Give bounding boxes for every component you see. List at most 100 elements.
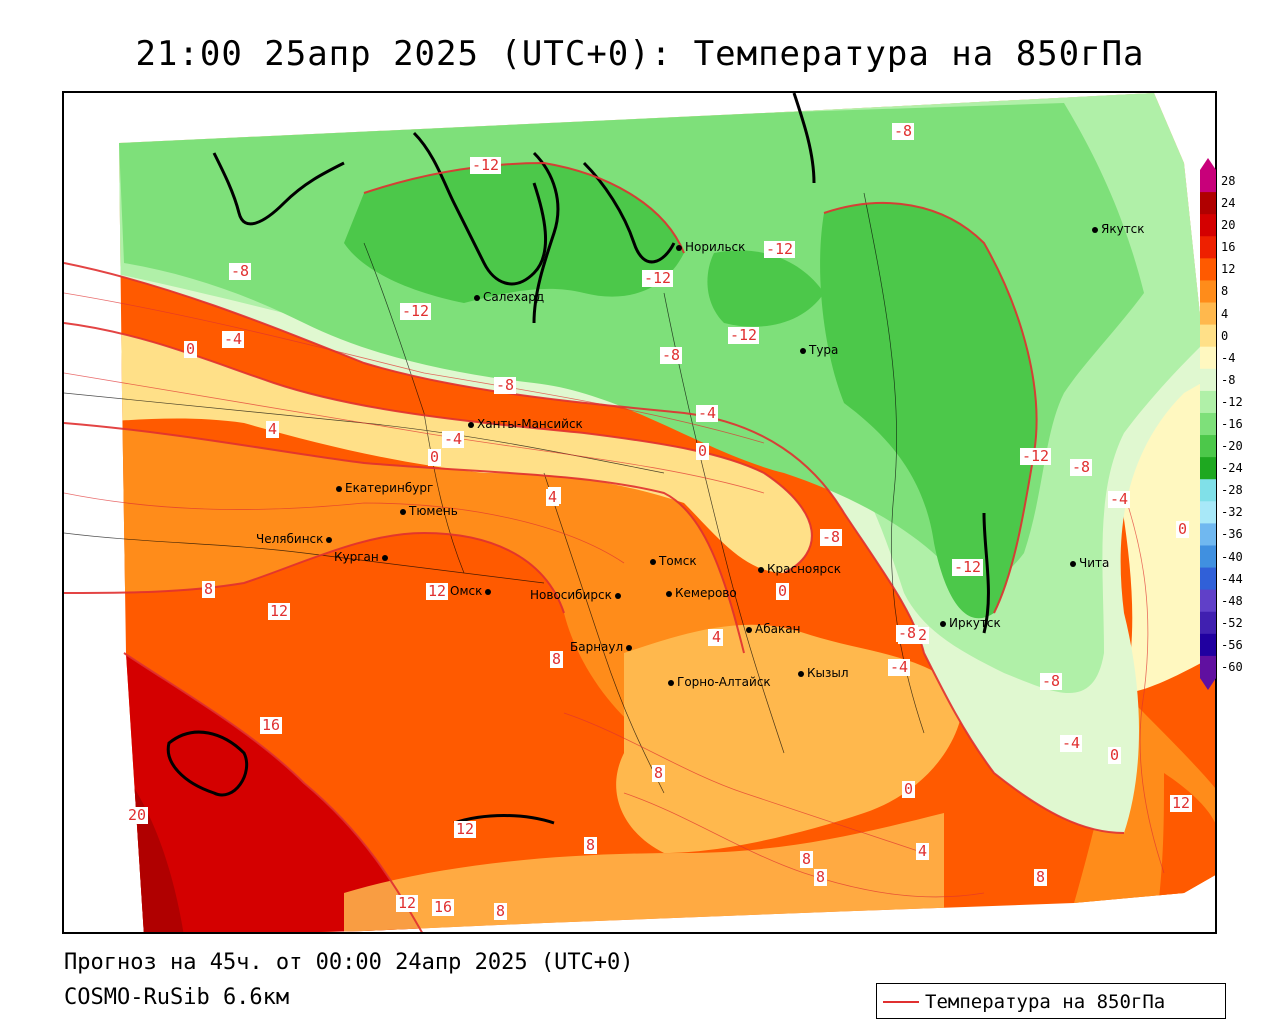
isotherm-label: 16 xyxy=(432,898,455,916)
colorbar-swatch xyxy=(1200,479,1216,502)
colorbar-tick-label: -20 xyxy=(1221,439,1243,454)
colorbar-tick-label: -52 xyxy=(1221,615,1243,630)
colorbar-swatch xyxy=(1200,236,1216,259)
isotherm-label: 8 xyxy=(814,868,828,886)
isotherm-label: 12 xyxy=(426,582,449,600)
isotherm-label: 0 xyxy=(696,442,710,460)
colorbar-top-arrow xyxy=(1200,158,1216,170)
coastlines xyxy=(166,93,990,825)
colorbar-swatch xyxy=(1200,501,1216,524)
colorbar-swatch xyxy=(1200,214,1216,237)
colorbar-tick-label: 20 xyxy=(1221,218,1236,233)
isotherm-label: -12 xyxy=(952,558,984,576)
city-dot-icon xyxy=(800,347,806,354)
isotherm-label: 0 xyxy=(428,448,442,466)
city-dot-icon xyxy=(336,485,342,492)
map-area[interactable]: Салехард Норильск Якутск Тура Ханты-Манс… xyxy=(62,91,1217,934)
isotherm-label: 12 xyxy=(268,602,291,620)
city-kemerovo[interactable]: Кемерово xyxy=(666,587,737,599)
colorbar-tick-label: -32 xyxy=(1221,505,1243,520)
legend: Температура на 850гПа xyxy=(876,983,1226,1019)
colorbar-swatch xyxy=(1200,435,1216,458)
city-dot-icon xyxy=(746,626,752,633)
city-krasnoyarsk[interactable]: Красноярск xyxy=(758,563,841,575)
colorbar-tick-label: 8 xyxy=(1221,284,1229,299)
temperature-field xyxy=(64,93,1215,932)
isotherm-label: 8 xyxy=(800,850,814,868)
city-yakutsk[interactable]: Якутск xyxy=(1092,223,1145,235)
colorbar-bottom-arrow xyxy=(1200,678,1216,690)
city-dot-icon xyxy=(326,536,333,543)
isotherm-label: -12 xyxy=(1020,447,1052,465)
colorbar-swatch xyxy=(1200,545,1216,569)
colorbar-tick-label: 4 xyxy=(1221,306,1229,321)
colorbar-tick-label: -12 xyxy=(1221,394,1243,409)
city-chita[interactable]: Чита xyxy=(1070,557,1109,569)
isotherm-label: 8 xyxy=(1034,868,1048,886)
colorbar-tick-label: 12 xyxy=(1221,262,1236,277)
city-novosibirsk[interactable]: Новосибирск xyxy=(530,589,624,601)
city-tyumen[interactable]: Тюмень xyxy=(400,505,458,517)
isotherm-label: -8 xyxy=(1040,672,1063,690)
isotherm-label: 4 xyxy=(546,488,560,506)
isotherm-label: 8 xyxy=(202,580,216,598)
city-dot-icon xyxy=(468,421,474,428)
city-abakan[interactable]: Абакан xyxy=(746,623,800,635)
city-tura[interactable]: Тура xyxy=(800,344,838,356)
colorbar-tick-label: 16 xyxy=(1221,240,1236,255)
isotherm-label: 16 xyxy=(260,716,283,734)
isotherm-label: 8 xyxy=(652,764,666,782)
legend-label: Температура на 850гПа xyxy=(925,991,1166,1013)
city-yekaterinburg[interactable]: Екатеринбург xyxy=(336,482,433,494)
isotherm-label: 12 xyxy=(396,894,419,912)
city-dot-icon xyxy=(668,679,674,686)
colorbar-swatch xyxy=(1200,302,1216,326)
city-omsk[interactable]: Омск xyxy=(450,585,494,597)
city-chelyabinsk[interactable]: Челябинск xyxy=(256,533,335,545)
isotherm-label: -4 xyxy=(1108,490,1131,508)
isotherm-label: -4 xyxy=(888,658,911,676)
isotherm-label: -4 xyxy=(222,330,245,348)
isotherm-label: 0 xyxy=(902,780,916,798)
colorbar-tick-label: 0 xyxy=(1221,328,1229,343)
colorbar-swatch xyxy=(1200,633,1216,657)
city-kyzyl[interactable]: Кызыл xyxy=(798,667,849,679)
colorbar-swatch xyxy=(1200,589,1216,613)
colorbar-swatch xyxy=(1200,324,1216,348)
city-dot-icon xyxy=(666,590,672,597)
isotherm-label: 8 xyxy=(494,902,508,920)
colorbar-swatch xyxy=(1200,412,1216,436)
colorbar-swatch xyxy=(1200,346,1216,370)
colorbar-swatch xyxy=(1200,170,1216,193)
city-dot-icon xyxy=(758,566,764,573)
isotherm-label: 20 xyxy=(126,806,149,824)
city-kurgan[interactable]: Курган xyxy=(334,551,391,563)
city-irkutsk[interactable]: Иркутск xyxy=(940,617,1001,629)
colorbar-tick-label: -24 xyxy=(1221,461,1243,476)
city-barnaul[interactable]: Барнаул xyxy=(570,641,635,653)
city-norilsk[interactable]: Норильск xyxy=(676,241,745,253)
colorbar-swatch xyxy=(1200,457,1216,480)
city-tomsk[interactable]: Томск xyxy=(650,555,697,567)
isotherm-label: 4 xyxy=(710,628,724,646)
colorbar-swatch xyxy=(1200,655,1216,679)
isotherm-label: -8 xyxy=(494,376,517,394)
forecast-info: Прогноз на 45ч. от 00:00 24апр 2025 (UTC… xyxy=(64,950,634,975)
isotherm-label: -4 xyxy=(1060,734,1083,752)
isotherm-label: -8 xyxy=(896,624,919,642)
city-dot-icon xyxy=(626,644,633,651)
isotherms xyxy=(64,161,1125,932)
city-salekhard[interactable]: Салехард xyxy=(474,291,544,303)
model-name: COSMO-RuSib 6.6км xyxy=(64,985,290,1010)
isotherm-label: -12 xyxy=(764,240,796,258)
colorbar-tick-label: -16 xyxy=(1221,417,1243,431)
city-khanty-mansiysk[interactable]: Ханты-Мансийск xyxy=(468,418,583,430)
legend-line-icon xyxy=(883,1001,919,1003)
colorbar-swatch xyxy=(1200,611,1216,635)
isotherm-label: 4 xyxy=(916,842,930,860)
colorbar-swatch xyxy=(1200,523,1216,546)
isotherm-label: -12 xyxy=(642,269,674,287)
city-dot-icon xyxy=(940,620,946,627)
colorbar xyxy=(1200,158,1216,690)
city-gorno-altaysk[interactable]: Горно-Алтайск xyxy=(668,676,771,688)
